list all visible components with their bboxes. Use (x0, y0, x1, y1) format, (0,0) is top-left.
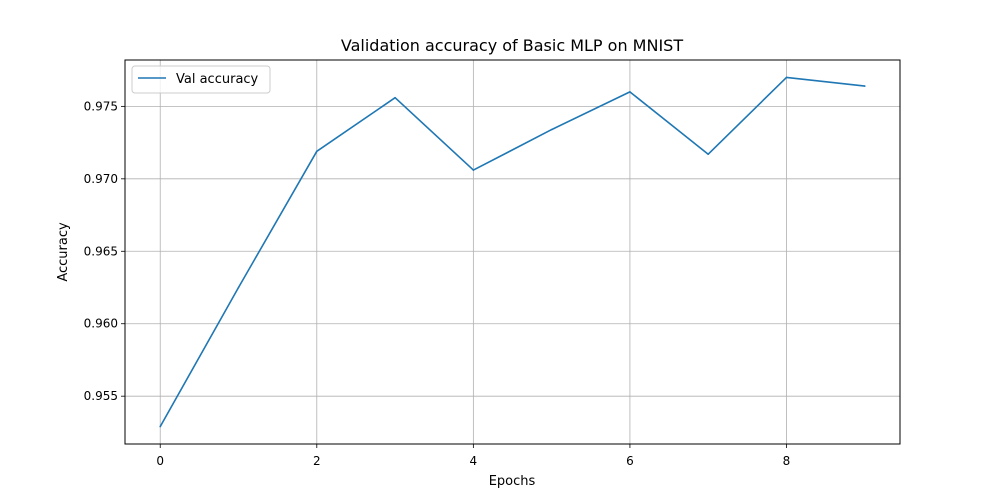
y-tick-label: 0.965 (84, 244, 118, 258)
legend-label: Val accuracy (176, 72, 259, 87)
data-point (550, 128, 553, 131)
legend: Val accuracy (131, 65, 271, 94)
x-tick-label: 0 (156, 454, 164, 468)
data-point (315, 150, 318, 153)
data-point (629, 91, 631, 93)
x-tick-label: 2 (313, 454, 321, 468)
data-point (159, 425, 162, 428)
x-tick-label: 6 (626, 454, 634, 468)
x-tick-label: 4 (470, 454, 478, 468)
y-tick-label: 0.955 (84, 389, 118, 403)
legend-box (131, 65, 271, 94)
series-line (159, 76, 865, 427)
y-tick-label: 0.960 (84, 317, 118, 331)
data-point (863, 85, 866, 87)
chart-title: Validation accuracy of Basic MLP on MNIS… (341, 36, 683, 55)
data-point (237, 286, 240, 289)
data-point (472, 169, 475, 171)
axis-ticks: 0 2 4 6 8 0.955 0.960 0.965 0.970 0.975 (84, 99, 791, 468)
series-layer (159, 76, 866, 428)
grid-lines (125, 60, 900, 444)
x-axis-label: Epochs (489, 474, 536, 489)
y-tick-label: 0.970 (84, 172, 118, 186)
data-point (394, 96, 396, 99)
x-tick-label: 8 (783, 454, 791, 468)
data-point (785, 76, 788, 79)
plot-frame (124, 59, 901, 445)
data-point (707, 153, 710, 155)
y-axis-label: Accuracy (56, 222, 71, 282)
y-tick-label: 0.975 (84, 99, 118, 113)
